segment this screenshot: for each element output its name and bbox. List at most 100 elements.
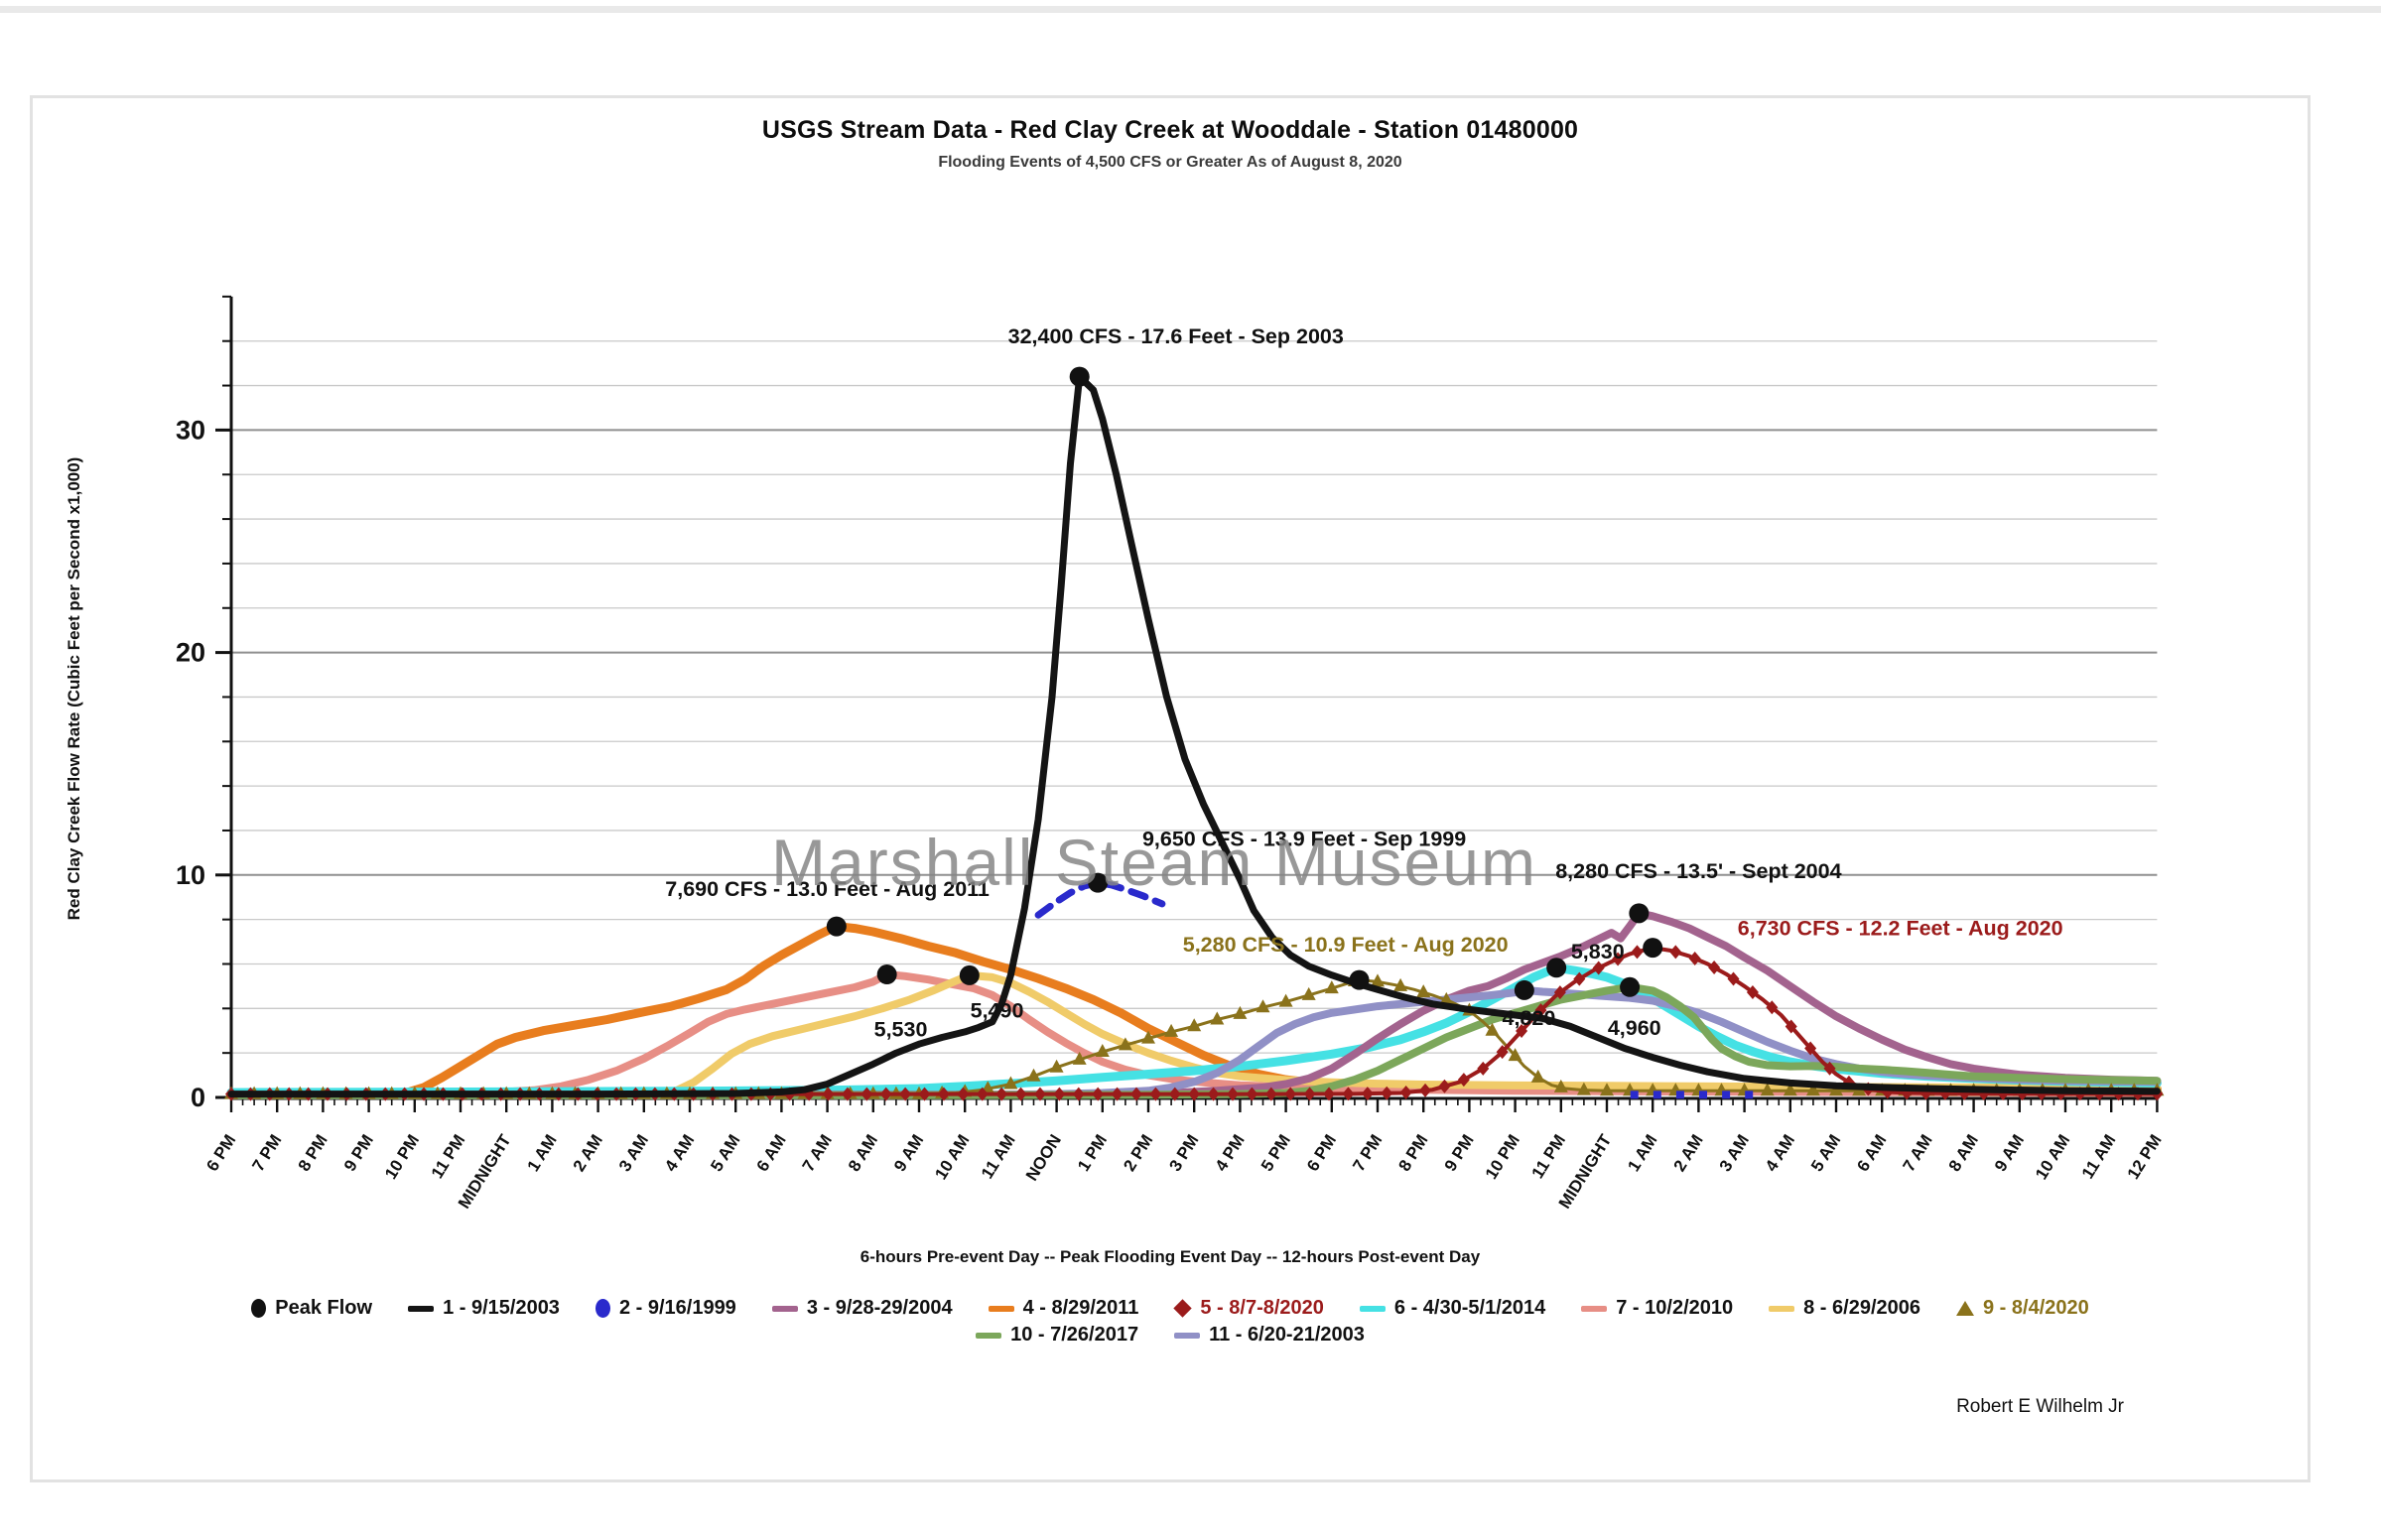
square-marker <box>1745 1091 1754 1099</box>
legend-item-label: 6 - 4/30-5/1/2014 <box>1393 1297 1546 1319</box>
peak-flow-dot <box>826 916 847 937</box>
x-tick-label: 3 AM <box>1716 1131 1753 1175</box>
x-tick-label: 10 PM <box>381 1131 423 1183</box>
triangle-marker <box>1118 1037 1132 1051</box>
diamond-marker <box>995 1087 1008 1101</box>
legend-item-label: 2 - 9/16/1999 <box>618 1297 736 1319</box>
peak-flow-dot <box>1069 366 1090 387</box>
y-tick-label: 0 <box>191 1083 205 1112</box>
x-tick-label: 8 AM <box>845 1131 881 1175</box>
chart-frame: USGS Stream Data - Red Clay Creek at Woo… <box>30 95 2311 1482</box>
triangle-marker <box>1072 1051 1087 1065</box>
legend-item: 11 - 6/20-21/2003 <box>1174 1324 1365 1347</box>
legend-item: 1 - 9/15/2003 <box>408 1297 560 1320</box>
x-tick-label: 10 AM <box>931 1131 973 1183</box>
line-legend-marker-icon <box>1769 1305 1795 1312</box>
diamond-marker <box>1342 1087 1355 1101</box>
diamond-marker <box>957 1087 970 1101</box>
annotation: 32,400 CFS - 17.6 Feet - Sep 2003 <box>1008 324 1344 348</box>
square-marker <box>1630 1091 1639 1099</box>
triangle-marker <box>1576 1082 1591 1095</box>
peak-flow-dot <box>1514 979 1534 1000</box>
diamond-marker <box>1573 971 1586 986</box>
square-marker <box>1653 1091 1661 1099</box>
x-tick-label: 4 AM <box>661 1131 698 1175</box>
legend-item-label: 1 - 9/15/2003 <box>443 1297 560 1319</box>
triangle-marker <box>1233 1005 1248 1019</box>
plot-area: 0 10 20 30 6 PM 7 PM 8 PM 9 PM 10 PM 11 PM MIDNIGH… <box>43 190 2296 1241</box>
triangle-marker <box>1783 1083 1797 1096</box>
legend-item: Peak Flow <box>251 1297 372 1320</box>
legend-item: 3 - 9/28-29/2004 <box>771 1297 953 1320</box>
annotation: 6,730 CFS - 12.2 Feet - Aug 2020 <box>1738 916 2063 940</box>
diamond-marker <box>1072 1087 1085 1101</box>
x-tick-label: 3 AM <box>615 1131 652 1175</box>
diamond-marker <box>1381 1086 1393 1100</box>
triangle-marker <box>1095 1044 1110 1058</box>
peak-flow-dot <box>1620 976 1641 997</box>
x-tick-label: 10 AM <box>2032 1131 2073 1183</box>
legend-item: 8 - 6/29/2006 <box>1769 1297 1920 1320</box>
triangle-marker <box>1371 973 1385 987</box>
diamond-marker <box>1323 1087 1336 1101</box>
x-tick-label: 8 AM <box>1945 1131 1982 1175</box>
triangle-marker <box>1760 1083 1775 1096</box>
x-tick-label: 9 AM <box>1991 1131 2028 1175</box>
x-tick-label: 2 AM <box>570 1131 606 1175</box>
peak-flow-dot <box>1546 958 1567 978</box>
triangle-marker <box>1530 1069 1545 1083</box>
x-tick-label: 6 AM <box>1853 1131 1890 1175</box>
legend-item: 9 - 8/4/2020 <box>1956 1297 2089 1320</box>
peak-flow-dot <box>876 964 897 985</box>
y-tick-label: 20 <box>176 638 205 668</box>
window-top-strip <box>0 6 2381 13</box>
diamond-marker <box>1823 1061 1836 1076</box>
peak-flow-dot <box>1349 969 1370 990</box>
diamond-marker <box>1708 961 1721 975</box>
annotation: 9,650 CFS - 13.9 Feet - Sep 1999 <box>1142 828 1466 851</box>
legend-item-label: 8 - 6/29/2006 <box>1803 1297 1920 1319</box>
legend-item-label: 9 - 8/4/2020 <box>1983 1297 2089 1319</box>
diamond-marker <box>1284 1087 1297 1101</box>
diamond-marker <box>803 1087 816 1101</box>
x-tick-label: 1 PM <box>1074 1131 1111 1175</box>
diamond-marker <box>1457 1073 1470 1088</box>
legend-item: 2 - 9/16/1999 <box>595 1297 736 1320</box>
triangle-marker <box>1553 1079 1568 1092</box>
x-tick-label: 2 AM <box>1669 1131 1706 1175</box>
chart-title: USGS Stream Data - Red Clay Creek at Woo… <box>761 116 1579 144</box>
diamond-marker <box>822 1087 835 1101</box>
triangle-marker <box>1600 1083 1614 1096</box>
diamond-marker <box>1207 1087 1220 1101</box>
triangle-marker <box>1141 1030 1155 1044</box>
legend-item-label: 7 - 10/2/2010 <box>1616 1297 1734 1319</box>
line-legend-marker-icon <box>408 1305 435 1312</box>
x-tick-label: 7 PM <box>248 1131 285 1175</box>
x-tick-label: 11 AM <box>978 1131 1019 1182</box>
triangle-marker <box>1416 984 1431 998</box>
legend-item-label: Peak Flow <box>275 1297 373 1319</box>
triangle-marker <box>1301 986 1316 1000</box>
x-tick-label: 7 PM <box>1349 1131 1386 1175</box>
triangle-marker <box>1026 1068 1041 1082</box>
diamond-marker <box>1149 1087 1162 1101</box>
diamond-marker <box>1534 1003 1547 1018</box>
diamond-marker <box>1188 1087 1201 1101</box>
diamond-marker <box>976 1087 989 1101</box>
legend: Peak Flow 1 - 9/15/2003 2 - 9/16/1999 3 - 9… <box>33 1297 2308 1350</box>
square-marker <box>1675 1091 1684 1099</box>
triangle-marker <box>1439 991 1454 1005</box>
x-tick-label: 7 AM <box>799 1131 836 1175</box>
value-label: 5,830 <box>1571 940 1625 963</box>
y-tick-label: 30 <box>176 415 205 445</box>
peak-flow-dot <box>1088 872 1109 893</box>
diamond-marker <box>1592 961 1605 975</box>
legend-row-2: 10 - 7/26/2017 11 - 6/20-21/2003 <box>33 1324 2308 1347</box>
legend-item-label: 3 - 9/28-29/2004 <box>806 1297 953 1319</box>
diamond-marker <box>1092 1087 1105 1101</box>
diamond-marker <box>1496 1045 1509 1060</box>
x-tick-label: 7 AM <box>1899 1131 1935 1175</box>
x-tick-label: 9 AM <box>890 1131 927 1175</box>
triangle-marker <box>1393 977 1408 991</box>
legend-item: 5 - 8/7-8/2020 <box>1173 1297 1324 1320</box>
